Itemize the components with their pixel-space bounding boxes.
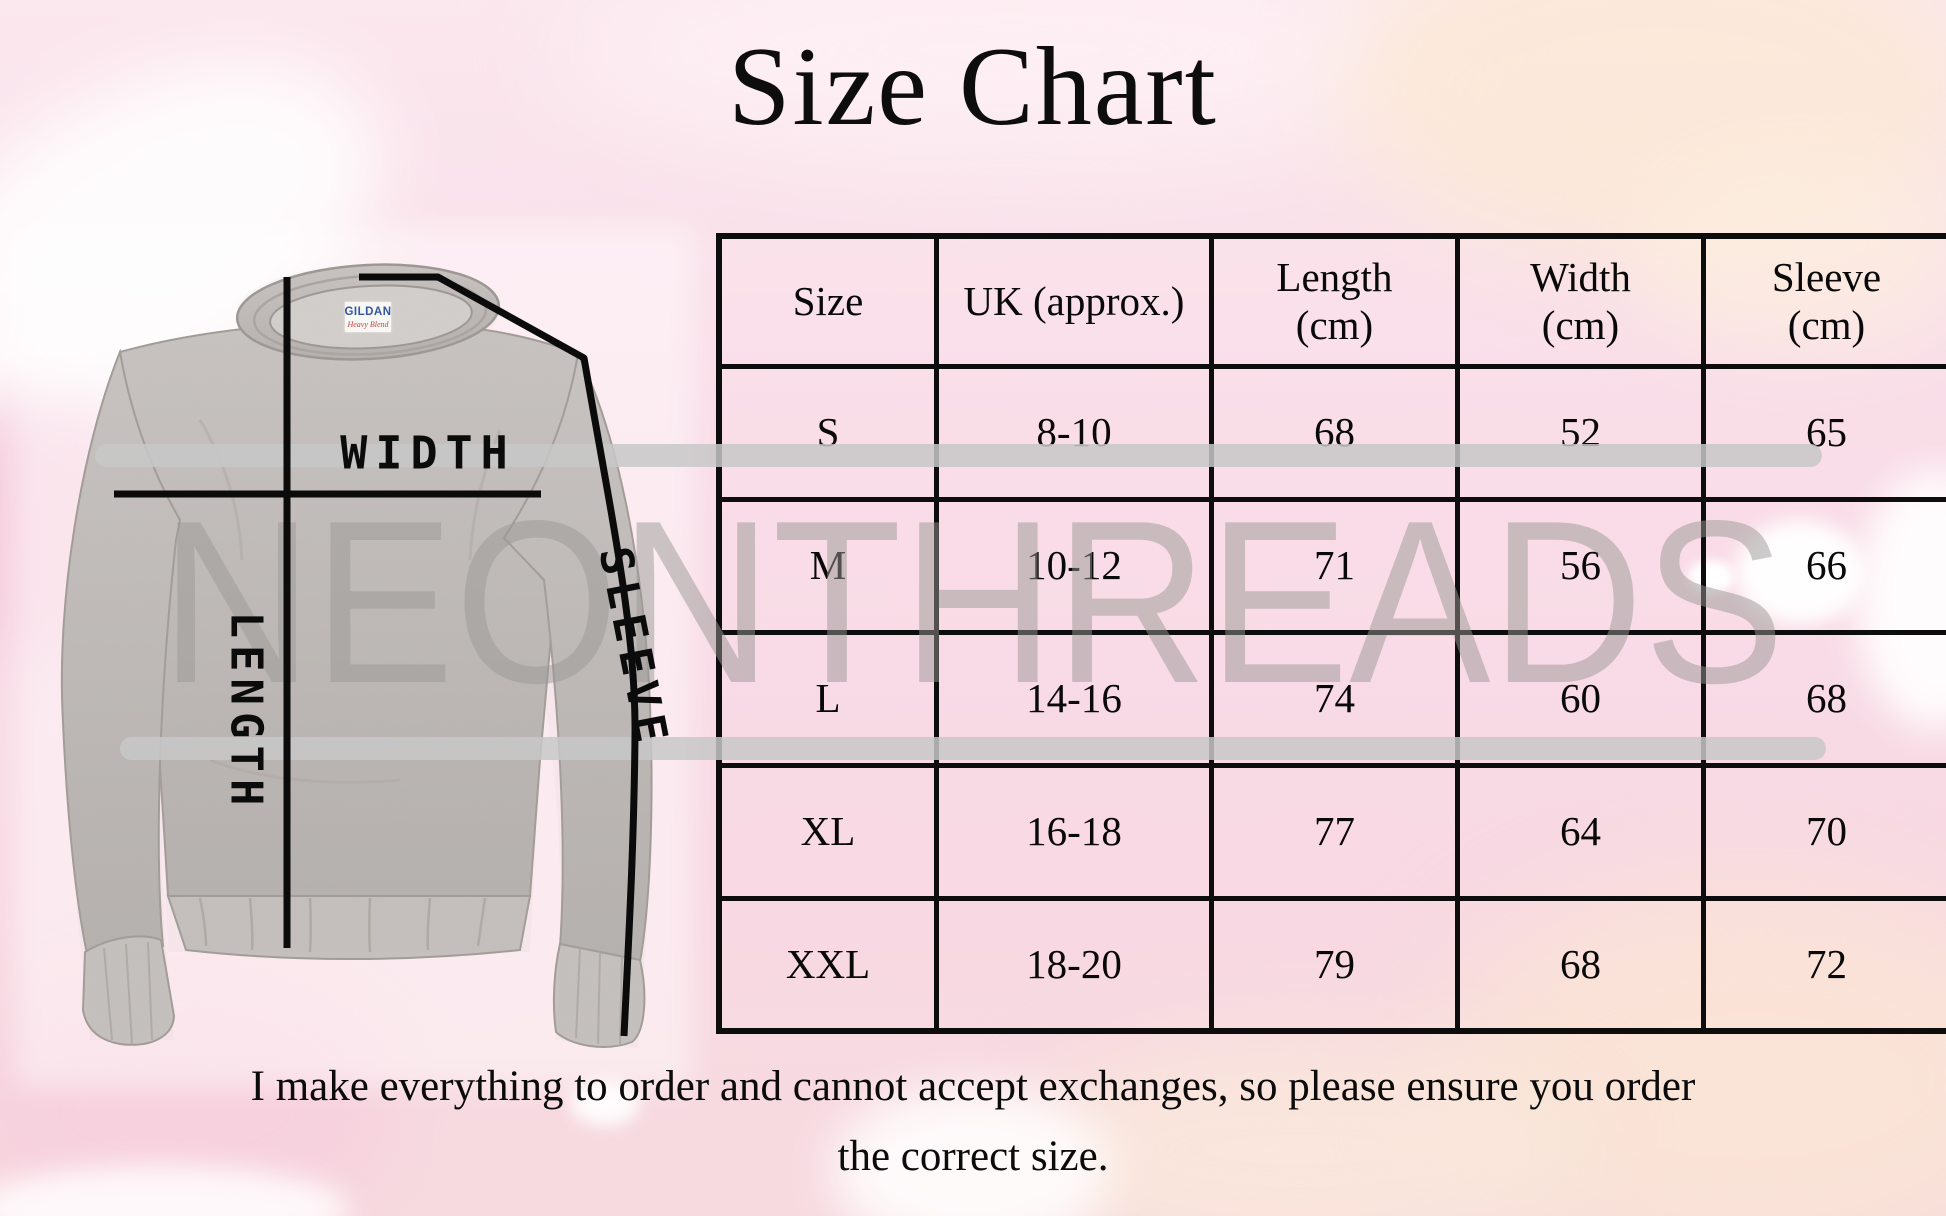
- col-header-length: Length (cm): [1209, 233, 1460, 369]
- cell-uk: 16-18: [934, 762, 1214, 901]
- length-label: LENGTH: [220, 611, 272, 813]
- cell-length: 71: [1209, 496, 1460, 635]
- size-table: Size UK (approx.) Length (cm) Width (cm)…: [716, 233, 1946, 1034]
- col-header-size: Size: [716, 233, 939, 369]
- cell-length: 68: [1209, 363, 1460, 502]
- header-unit: (cm): [1295, 302, 1374, 349]
- header-label: Sleeve: [1771, 253, 1882, 300]
- cell-size: XL: [716, 762, 939, 901]
- cell-length: 79: [1209, 895, 1460, 1034]
- page-title: Size Chart: [728, 25, 1218, 149]
- table-row: XXL 18-20 79 68 72: [716, 895, 1946, 1034]
- col-header-sleeve: Sleeve (cm): [1701, 233, 1946, 369]
- header-label: Length: [1276, 253, 1393, 300]
- cell-uk: 18-20: [934, 895, 1214, 1034]
- note-line-2: the correct size.: [837, 1132, 1109, 1180]
- cell-uk: 14-16: [934, 629, 1214, 768]
- cell-sleeve: 68: [1701, 629, 1946, 768]
- cell-sleeve: 72: [1701, 895, 1946, 1034]
- cell-sleeve: 66: [1701, 496, 1946, 635]
- table-row: S 8-10 68 52 65: [716, 363, 1946, 502]
- cell-sleeve: 70: [1701, 762, 1946, 901]
- exchange-note: I make everything to order and cannot ac…: [0, 1052, 1946, 1191]
- cell-uk: 8-10: [934, 363, 1214, 502]
- col-header-uk: UK (approx.): [934, 233, 1214, 369]
- cell-width: 52: [1455, 363, 1706, 502]
- cell-width: 56: [1455, 496, 1706, 635]
- cell-uk: 10-12: [934, 496, 1214, 635]
- col-header-width: Width (cm): [1455, 233, 1706, 369]
- cell-length: 74: [1209, 629, 1460, 768]
- header-label: UK (approx.): [963, 278, 1185, 325]
- header-unit: (cm): [1787, 302, 1866, 349]
- header-label: Width: [1530, 253, 1631, 300]
- cell-width: 64: [1455, 762, 1706, 901]
- cell-size: M: [716, 496, 939, 635]
- table-row: M 10-12 71 56 66: [716, 496, 1946, 635]
- cell-size: S: [716, 363, 939, 502]
- cell-width: 60: [1455, 629, 1706, 768]
- note-line-1: I make everything to order and cannot ac…: [250, 1063, 1696, 1110]
- width-label: WIDTH: [340, 426, 516, 480]
- table-header-row: Size UK (approx.) Length (cm) Width (cm)…: [716, 233, 1946, 369]
- table-row: L 14-16 74 60 68: [716, 629, 1946, 768]
- header-unit: (cm): [1541, 302, 1620, 349]
- cell-width: 68: [1455, 895, 1706, 1034]
- cell-sleeve: 65: [1701, 363, 1946, 502]
- cell-size: L: [716, 629, 939, 768]
- cell-length: 77: [1209, 762, 1460, 901]
- cell-size: XXL: [716, 895, 939, 1034]
- table-row: XL 16-18 77 64 70: [716, 762, 1946, 901]
- header-label: Size: [792, 278, 864, 325]
